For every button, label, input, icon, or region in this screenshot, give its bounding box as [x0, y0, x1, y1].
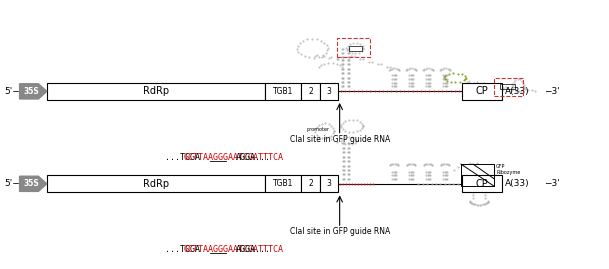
- Text: GFP
Ribozyme: GFP Ribozyme: [496, 164, 520, 175]
- Text: GCTTAAGGGAATCGATTTCA: GCTTAAGGGAATCGATTTCA: [183, 153, 284, 162]
- Text: A(33): A(33): [504, 87, 529, 96]
- Text: CP: CP: [476, 179, 488, 189]
- Text: promoter: promoter: [306, 127, 329, 132]
- Text: 5'−: 5'−: [4, 87, 20, 96]
- Text: 35S: 35S: [24, 179, 40, 188]
- Text: 3: 3: [326, 87, 331, 96]
- Bar: [47, 83, 265, 100]
- Text: AGGA...: AGGA...: [236, 245, 271, 254]
- Text: 35S: 35S: [24, 87, 40, 96]
- Bar: [462, 83, 502, 100]
- Bar: [265, 175, 301, 192]
- Text: −3': −3': [544, 179, 560, 188]
- Text: ...TCGA: ...TCGA: [165, 245, 200, 254]
- Text: ClaI site in GFP guide RNA: ClaI site in GFP guide RNA: [289, 227, 390, 236]
- Text: RdRp: RdRp: [143, 179, 169, 189]
- Text: TGB1: TGB1: [273, 87, 294, 96]
- Text: TGB1: TGB1: [273, 179, 294, 188]
- Bar: [337, 38, 370, 57]
- Bar: [349, 46, 362, 51]
- FancyArrow shape: [19, 176, 47, 191]
- Bar: [265, 83, 301, 100]
- Text: 3: 3: [326, 179, 331, 188]
- Bar: [301, 175, 320, 192]
- Bar: [462, 175, 502, 192]
- Bar: [301, 83, 320, 100]
- Bar: [461, 164, 495, 186]
- Text: ClaI site in GFP guide RNA: ClaI site in GFP guide RNA: [289, 135, 390, 144]
- Text: 5'−: 5'−: [4, 179, 20, 188]
- Text: −3': −3': [544, 87, 560, 96]
- Bar: [501, 84, 515, 89]
- Text: GCTTAAGGGAATCGATTTCA: GCTTAAGGGAATCGATTTCA: [183, 245, 284, 254]
- Text: CP: CP: [476, 86, 488, 96]
- FancyArrow shape: [19, 84, 47, 99]
- Text: AGGA...: AGGA...: [236, 153, 271, 162]
- Text: 2: 2: [308, 87, 313, 96]
- Bar: [320, 175, 338, 192]
- Text: ...TCGA: ...TCGA: [165, 153, 200, 162]
- Text: A(33): A(33): [504, 179, 529, 188]
- Text: RdRp: RdRp: [143, 86, 169, 96]
- Bar: [47, 175, 265, 192]
- Bar: [320, 83, 338, 100]
- Text: 2: 2: [308, 179, 313, 188]
- Bar: [495, 78, 523, 96]
